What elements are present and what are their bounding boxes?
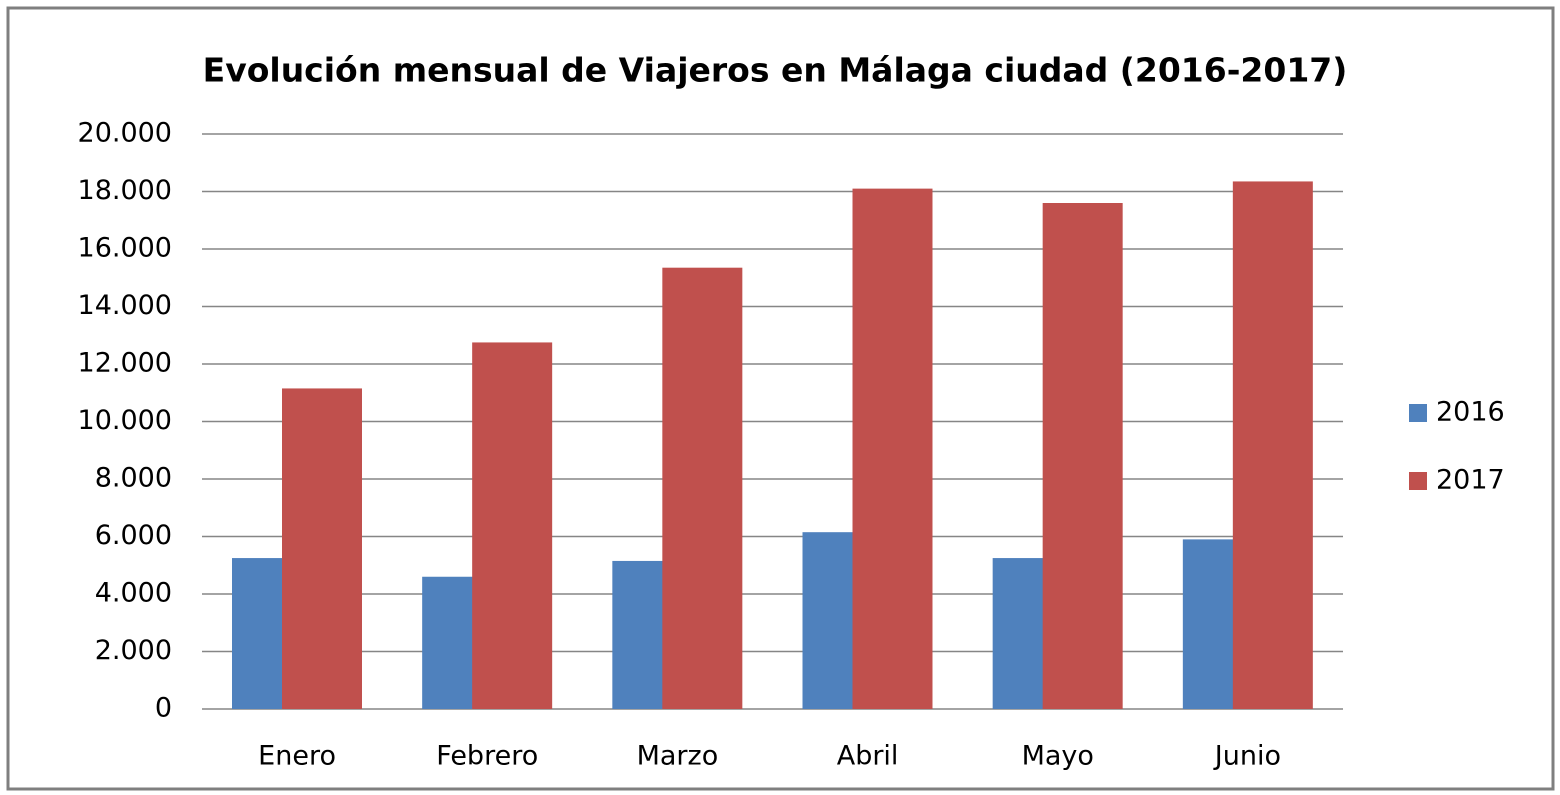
y-tick-label: 8.000 bbox=[95, 463, 172, 494]
y-tick-label: 2.000 bbox=[95, 635, 172, 666]
x-tick-label: Febrero bbox=[436, 741, 538, 772]
chart-title: Evolución mensual de Viajeros en Málaga … bbox=[203, 51, 1348, 90]
legend-label: 2016 bbox=[1436, 397, 1505, 428]
legend-swatch bbox=[1409, 404, 1427, 422]
legend-swatch bbox=[1409, 472, 1427, 490]
bar bbox=[852, 188, 933, 709]
bar bbox=[282, 388, 362, 709]
y-tick-label: 6.000 bbox=[95, 520, 172, 551]
bar bbox=[1042, 203, 1123, 709]
x-tick-label: Abril bbox=[837, 741, 899, 772]
x-tick-label: Mayo bbox=[1022, 741, 1094, 772]
bar bbox=[1232, 181, 1313, 709]
bar bbox=[472, 342, 553, 709]
y-tick-label: 4.000 bbox=[95, 578, 172, 609]
y-tick-label: 14.000 bbox=[78, 290, 172, 321]
y-tick-label: 18.000 bbox=[78, 175, 172, 206]
y-tick-label: 16.000 bbox=[78, 233, 172, 264]
bar bbox=[662, 267, 743, 709]
y-tick-label: 0 bbox=[155, 693, 172, 724]
x-tick-label: Marzo bbox=[637, 741, 719, 772]
x-tick-label: Enero bbox=[258, 741, 336, 772]
x-tick-label: Junio bbox=[1213, 741, 1281, 772]
legend-label: 2017 bbox=[1436, 465, 1505, 496]
y-tick-label: 10.000 bbox=[78, 405, 172, 436]
y-tick-label: 12.000 bbox=[78, 348, 172, 379]
y-tick-label: 20.000 bbox=[78, 118, 172, 149]
